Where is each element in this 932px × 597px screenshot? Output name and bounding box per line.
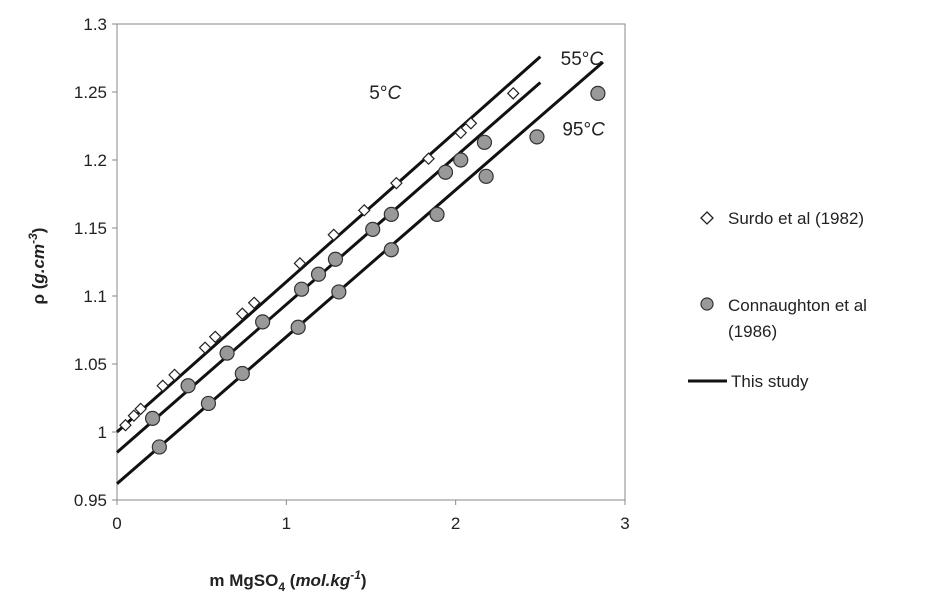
y-tick-label: 0.95 bbox=[74, 491, 107, 510]
fit-lines bbox=[116, 55, 604, 485]
y-tick-label: 1.15 bbox=[74, 219, 107, 238]
y-tick-label: 1.2 bbox=[83, 151, 107, 170]
y-tick-label: 1.3 bbox=[83, 15, 107, 34]
legend-label-connaughton-line2: (1986) bbox=[728, 322, 777, 341]
circle-point bbox=[478, 168, 494, 184]
circle-point bbox=[310, 266, 327, 282]
temperature-label: 55°C bbox=[561, 49, 604, 70]
diamond-point bbox=[208, 330, 222, 344]
diamond-point bbox=[422, 152, 435, 165]
diamond-point bbox=[390, 176, 403, 190]
x-tick-label: 1 bbox=[282, 514, 291, 533]
circle-point bbox=[290, 319, 306, 335]
diamond-point bbox=[168, 368, 181, 382]
diamond-point bbox=[134, 402, 148, 416]
circle-point bbox=[144, 410, 161, 426]
circle-point bbox=[331, 284, 347, 300]
y-tick-label: 1.1 bbox=[83, 287, 107, 306]
diamond-point bbox=[454, 126, 468, 140]
circle-point bbox=[180, 378, 196, 394]
axes: 0.95 1 1.05 1.1 1.15 1.2 1.25 1.3 0 1 2 3 bbox=[74, 15, 630, 533]
x-axis-title: m MgSO4 (mol.kg-1) bbox=[209, 568, 366, 594]
diamond-point bbox=[156, 379, 170, 393]
legend-label-this-study: This study bbox=[731, 372, 809, 391]
plot-frame bbox=[116, 23, 626, 501]
circle-point bbox=[255, 314, 271, 330]
circle-point bbox=[151, 439, 167, 455]
diamond-point bbox=[198, 341, 212, 355]
circle-point bbox=[453, 152, 469, 168]
circle-point bbox=[590, 85, 606, 101]
legend-label-surdo: Surdo et al (1982) bbox=[728, 209, 864, 228]
circle-point bbox=[365, 221, 381, 237]
fit-line-55c bbox=[116, 81, 542, 454]
legend-label-connaughton-line1: Connaughton et al bbox=[728, 296, 867, 315]
legend-diamond-marker bbox=[700, 211, 714, 225]
circle-point bbox=[529, 129, 545, 145]
circle-point bbox=[293, 281, 310, 297]
y-tick-label: 1.25 bbox=[74, 83, 107, 102]
y-tick-label: 1.05 bbox=[74, 355, 107, 374]
circle-point bbox=[383, 206, 399, 222]
diamond-point bbox=[464, 116, 478, 130]
y-tick-label: 1 bbox=[98, 423, 107, 442]
circle-point bbox=[234, 365, 250, 382]
diamond-point bbox=[293, 257, 307, 270]
legend: Surdo et al (1982) Connaughton et al (19… bbox=[688, 209, 872, 391]
temperature-label: 5°C bbox=[369, 83, 401, 104]
x-tick-label: 2 bbox=[451, 514, 460, 533]
legend-label-connaughton: Connaughton et al (1986) bbox=[728, 296, 872, 341]
fit-line-5c bbox=[116, 55, 542, 434]
legend-circle-marker bbox=[700, 297, 714, 311]
diamond-point bbox=[327, 228, 341, 242]
legend-item-surdo: Surdo et al (1982) bbox=[700, 209, 864, 228]
legend-item-this-study: This study bbox=[688, 372, 809, 391]
data-markers bbox=[119, 85, 606, 455]
diamond-point bbox=[506, 87, 520, 100]
x-tick-label: 3 bbox=[620, 514, 629, 533]
x-tick-label: 0 bbox=[112, 514, 121, 533]
fit-line-95c bbox=[116, 60, 604, 485]
circle-point bbox=[429, 206, 445, 222]
diamond-point bbox=[127, 409, 141, 423]
circle-point bbox=[219, 345, 235, 361]
temperature-label: 95°C bbox=[562, 120, 605, 141]
y-axis-title: ρ (g.cm-3) bbox=[26, 228, 48, 305]
circle-point bbox=[327, 251, 344, 267]
legend-item-connaughton: Connaughton et al (1986) bbox=[700, 296, 872, 341]
diamond-point bbox=[119, 418, 132, 432]
diamond-point bbox=[247, 296, 261, 310]
circle-point bbox=[383, 242, 399, 258]
circle-point bbox=[476, 134, 493, 150]
diamond-point bbox=[357, 203, 371, 217]
circle-point bbox=[437, 164, 454, 180]
diamond-point bbox=[235, 307, 249, 321]
annotations: 5°C 55°C 95°C bbox=[369, 49, 605, 141]
circle-point bbox=[200, 395, 217, 412]
